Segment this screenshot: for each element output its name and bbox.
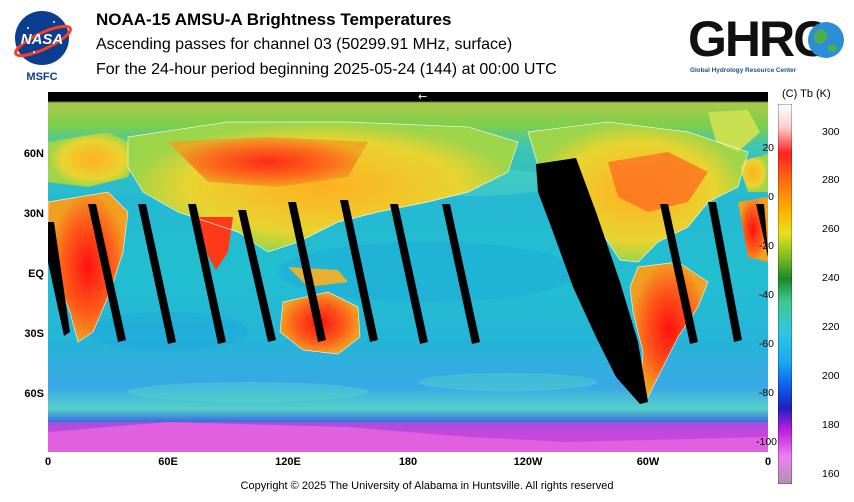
svg-text:MSFC: MSFC — [26, 71, 57, 83]
lon-label-0: 0 — [44, 456, 52, 468]
lon-label-120w: 120W — [513, 456, 543, 468]
pass-direction-arrow: ← — [418, 92, 427, 103]
lon-label-180: 180 — [398, 456, 418, 468]
lat-label-60s: 60S — [24, 388, 44, 400]
lat-label-eq: EQ — [28, 268, 44, 280]
colorbar-celsius-tick: -80 — [758, 387, 774, 399]
lon-label-60e: 60E — [158, 456, 178, 468]
nasa-logo: NASA MSFC — [14, 11, 72, 83]
swath-gaps — [48, 158, 768, 404]
colorbar-celsius-tick: 0 — [768, 191, 774, 203]
colorbar-header: (C) Tb (K) — [782, 88, 831, 100]
colorbar-kelvin-tick: 180 — [822, 419, 840, 431]
lon-label-60w: 60W — [636, 456, 660, 468]
colorbar-celsius-tick: -60 — [758, 338, 774, 350]
colorbar-celsius-tick: -40 — [758, 289, 774, 301]
subtitle-channel: Ascending passes for channel 03 (50299.9… — [96, 36, 513, 53]
colorbar-celsius-tick: -100 — [756, 436, 778, 448]
subtitle-period: For the 24-hour period beginning 2025-05… — [96, 61, 557, 78]
colorbar-celsius-tick: -20 — [758, 240, 774, 252]
temperature-colorbar — [778, 104, 792, 484]
colorbar-kelvin-tick: 200 — [822, 370, 840, 382]
lat-label-60n: 60N — [23, 148, 44, 160]
brightness-temperature-map: ← — [48, 92, 768, 452]
colorbar-kelvin-tick: 260 — [822, 223, 840, 235]
lon-label-0-end: 0 — [764, 456, 772, 468]
svg-text:NASA: NASA — [21, 31, 64, 48]
page-title: NOAA-15 AMSU-A Brightness Temperatures — [96, 10, 452, 29]
colorbar-kelvin-tick: 220 — [822, 321, 840, 333]
colorbar-kelvin-tick: 280 — [822, 174, 840, 186]
lon-label-120e: 120E — [275, 456, 301, 468]
colorbar-kelvin-tick: 240 — [822, 272, 840, 284]
colorbar-celsius-tick: 20 — [762, 142, 774, 154]
colorbar-kelvin-tick: 160 — [822, 468, 840, 480]
lat-label-30n: 30N — [23, 208, 44, 220]
ghrc-logo: GHRC Global Hydrology Resource Center — [688, 11, 844, 74]
svg-text:Global Hydrology Resource Cent: Global Hydrology Resource Center — [690, 67, 797, 74]
lat-label-30s: 30S — [24, 328, 44, 340]
colorbar-kelvin-tick: 300 — [822, 126, 840, 138]
copyright-notice: Copyright © 2025 The University of Alaba… — [240, 480, 614, 492]
svg-text:GHRC: GHRC — [688, 11, 828, 67]
